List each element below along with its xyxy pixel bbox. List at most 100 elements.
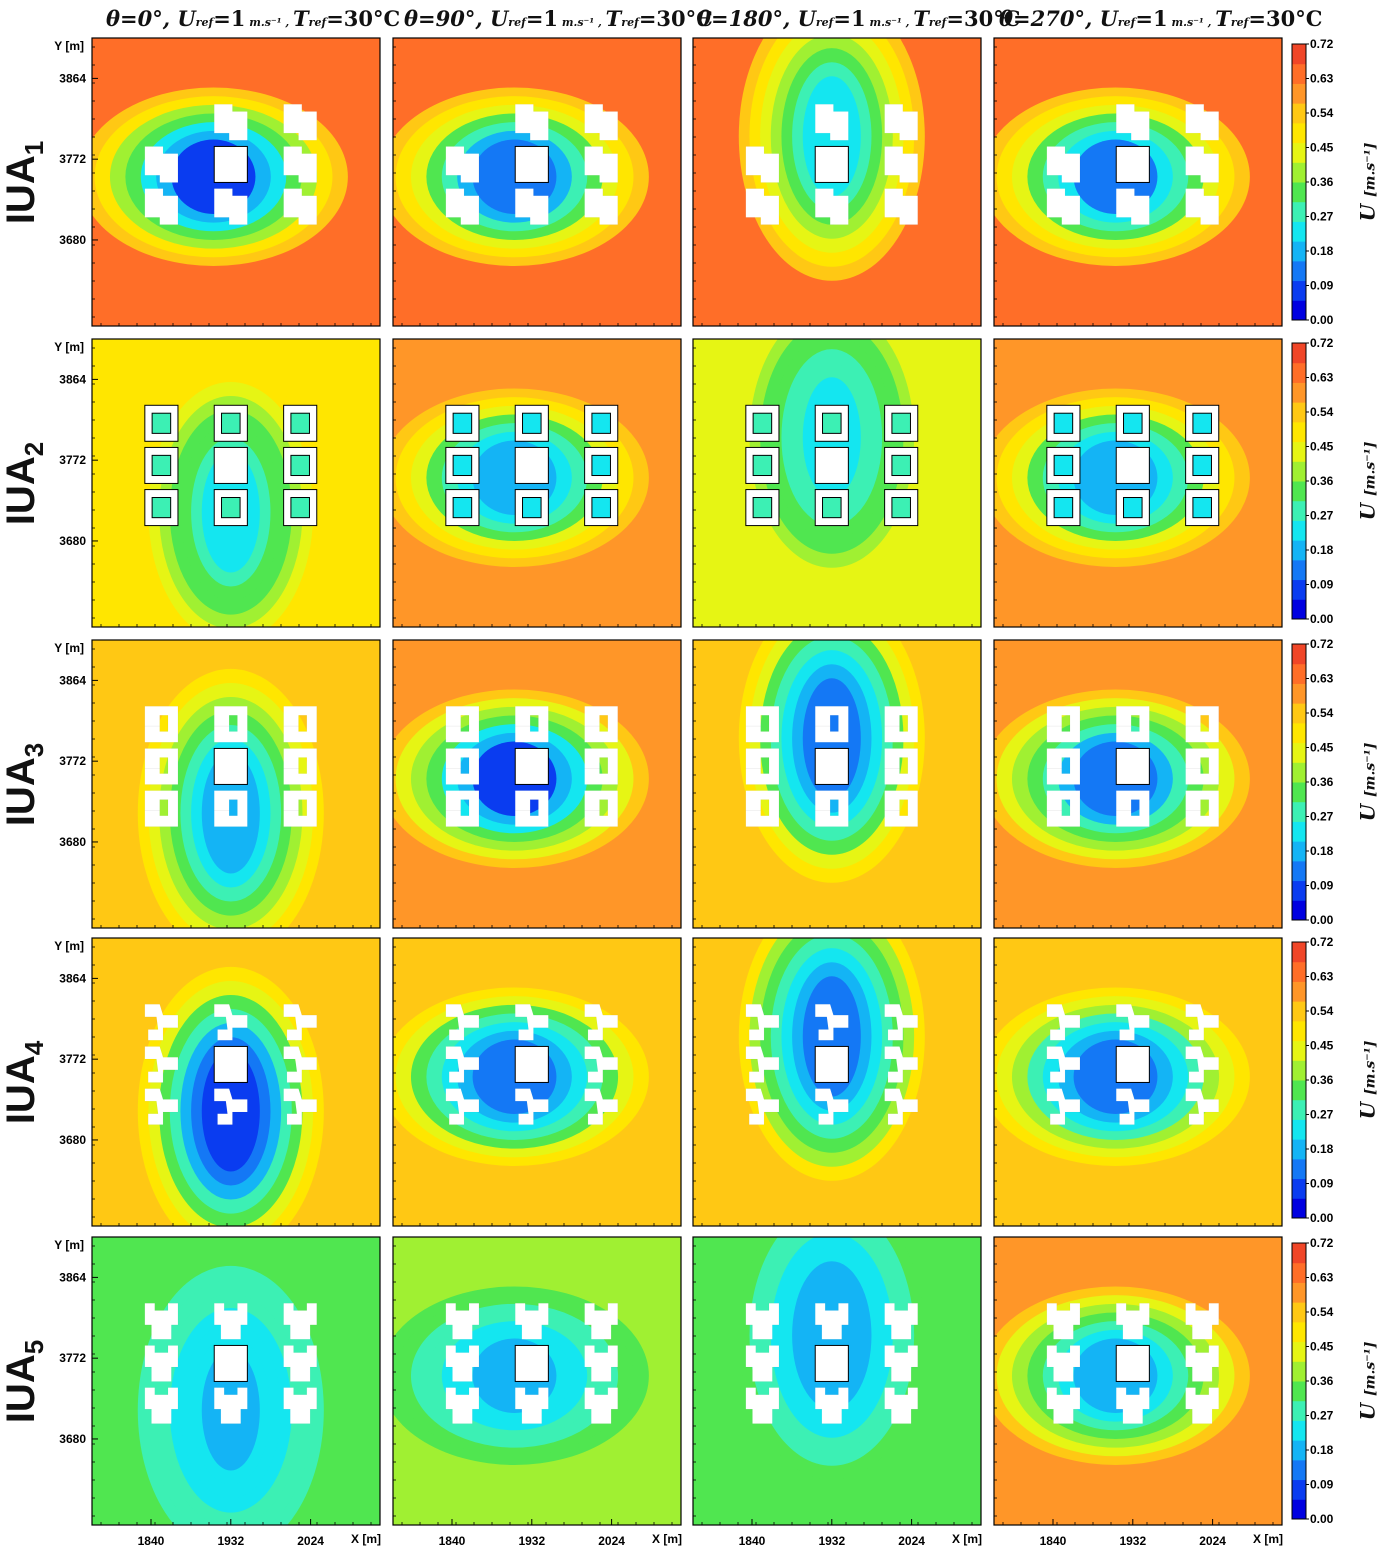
building-footprint xyxy=(446,1046,479,1082)
building-footprint xyxy=(284,146,317,182)
y-tick-label: 3772 xyxy=(59,1351,86,1365)
colorbar-swatch xyxy=(1292,520,1306,541)
colorbar-swatch xyxy=(1292,644,1306,665)
courtyard-interior xyxy=(221,497,241,519)
column-title-part: θ=90°, xyxy=(404,6,490,31)
column-title-part: ref xyxy=(815,16,834,29)
colorbar-tick-label: 0.27 xyxy=(1310,810,1334,824)
building-footprint xyxy=(515,1004,548,1040)
colorbar-tick-label: 0.45 xyxy=(1310,440,1334,454)
colorbar-swatch xyxy=(1292,1178,1306,1199)
courtyard-interior xyxy=(290,497,310,519)
courtyard-interior xyxy=(752,454,773,477)
colorbar-swatch xyxy=(1292,599,1306,620)
colorbar-tick-label: 0.18 xyxy=(1310,1443,1334,1457)
x-tick-label: 1840 xyxy=(1040,1534,1067,1548)
courtyard-building xyxy=(1185,489,1220,527)
colorbar-swatch xyxy=(1292,1459,1306,1481)
building-footprint xyxy=(145,748,178,784)
column-title-part: T xyxy=(1215,6,1231,31)
colorbar-swatch xyxy=(1292,942,1306,963)
colorbar-unit-label: U [m.s⁻¹] xyxy=(1355,742,1379,822)
building-footprint xyxy=(885,706,918,742)
colorbar-tick-label: 0.27 xyxy=(1310,1409,1334,1423)
courtyard-interior xyxy=(1192,454,1212,477)
central-building xyxy=(1115,1344,1150,1382)
courtyard-interior xyxy=(891,497,911,519)
column-title-part: U xyxy=(1099,6,1118,31)
colorbar-tick-label: 0.27 xyxy=(1310,1108,1334,1122)
y-tick-label: 3680 xyxy=(59,1432,86,1446)
building-footprint xyxy=(145,1388,178,1424)
courtyard-interior xyxy=(591,454,611,477)
column-title-part: ref xyxy=(1230,16,1249,29)
colorbar-tick-label: 0.72 xyxy=(1310,37,1334,51)
colorbar-swatch xyxy=(1292,1001,1306,1022)
central-building xyxy=(514,1344,549,1382)
column-title-part: =30°C xyxy=(1248,6,1323,31)
building-footprint xyxy=(1186,706,1219,742)
building-footprint xyxy=(515,1388,548,1424)
column-title-part: =30°C xyxy=(326,6,401,31)
colorbar-tick-label: 0.09 xyxy=(1310,578,1334,592)
colorbar-swatch xyxy=(1292,481,1306,502)
colorbar-tick-label: 0.18 xyxy=(1310,1142,1334,1156)
building-footprint xyxy=(1116,104,1149,140)
building-footprint xyxy=(284,791,317,827)
column-title-3: θ=270°, Uref=1 m.s⁻¹ , Tref=30°C xyxy=(999,4,1322,34)
contour-panel-IUA5-T-block-0: 3864 3772 3680 Y [m] 1840 1932 2024 X [m] xyxy=(54,1236,381,1548)
y-axis-label: Y [m] xyxy=(54,939,84,953)
courtyard-building xyxy=(745,404,780,442)
colorbar-swatch xyxy=(1292,1381,1306,1402)
colorbar-swatch xyxy=(1292,83,1306,104)
y-axis-label: Y [m] xyxy=(54,340,84,354)
colorbar-IUA1: 0.72 0.63 0.54 0.45 0.36 0.27 0.18 0.09 0.00 xyxy=(1291,37,1334,327)
courtyard-interior xyxy=(1123,412,1143,434)
building-footprint xyxy=(284,1004,317,1040)
colorbar-tick-label: 0.54 xyxy=(1310,706,1334,720)
colorbar-tick-label: 0.36 xyxy=(1310,175,1334,189)
building-footprint xyxy=(1116,1004,1149,1040)
building-footprint xyxy=(585,1089,618,1125)
x-tick-label: 2024 xyxy=(898,1534,925,1548)
building-footprint xyxy=(585,146,618,182)
courtyard-interior xyxy=(151,454,172,477)
column-title-part: m.s⁻¹ , xyxy=(1167,16,1216,29)
central-building xyxy=(514,747,549,785)
y-tick-label: 3680 xyxy=(59,534,86,548)
building-footprint xyxy=(446,706,479,742)
colorbar-swatch xyxy=(1292,1282,1306,1303)
colorbar-swatch xyxy=(1292,900,1306,921)
courtyard-interior xyxy=(452,454,473,477)
colorbar-swatch xyxy=(1292,1060,1306,1081)
building-footprint xyxy=(885,1046,918,1082)
building-footprint xyxy=(515,189,548,225)
colorbar-tick-label: 0.27 xyxy=(1310,509,1334,523)
column-title-part: T xyxy=(293,6,309,31)
colorbar-tick-label: 0.00 xyxy=(1310,1211,1334,1225)
colorbar-tick-label: 0.54 xyxy=(1310,1305,1334,1319)
colorbar-swatch xyxy=(1292,841,1306,862)
courtyard-interior xyxy=(591,497,611,519)
colorbar-swatch xyxy=(1292,182,1306,203)
colorbar-swatch xyxy=(1292,162,1306,183)
y-tick-label: 3680 xyxy=(59,233,86,247)
building-footprint xyxy=(145,1046,178,1082)
panel-frame xyxy=(392,937,682,1227)
colorbar-swatch xyxy=(1292,122,1306,144)
x-tick-label: 2024 xyxy=(297,1534,324,1548)
column-title-part: =30°C xyxy=(946,6,1021,31)
contour-panel-IUA2-courtyard-2 xyxy=(692,338,982,628)
building-footprint xyxy=(1047,791,1080,827)
column-title-part: θ=270°, xyxy=(999,6,1100,31)
colorbar-tick-label: 0.09 xyxy=(1310,1478,1334,1492)
central-building xyxy=(213,747,248,785)
colorbar-tick-label: 0.36 xyxy=(1310,1374,1334,1388)
x-axis-label: X [m] xyxy=(1253,1532,1283,1546)
building-footprint xyxy=(1047,1303,1080,1339)
y-tick-label: 3680 xyxy=(59,1133,86,1147)
central-building xyxy=(814,145,849,183)
colorbar-tick-label: 0.00 xyxy=(1310,313,1334,327)
building-footprint xyxy=(446,146,479,182)
